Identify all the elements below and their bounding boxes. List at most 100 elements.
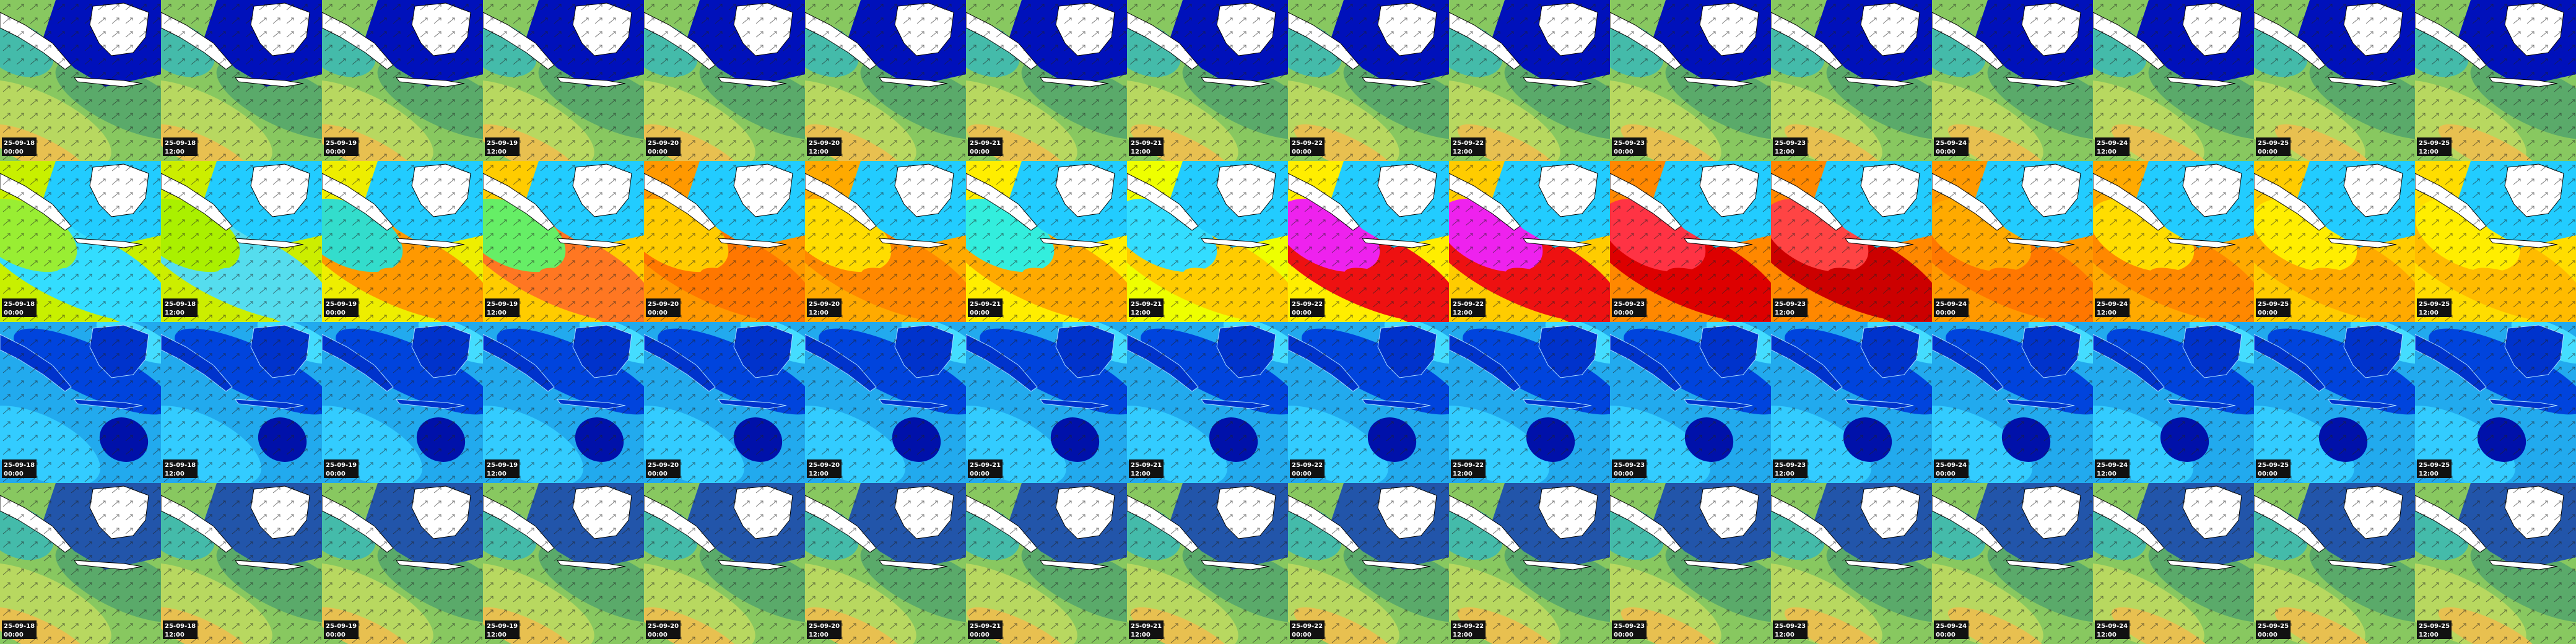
frame-time: 12:00 — [165, 149, 185, 155]
wind-arrows — [0, 0, 161, 161]
frame-time: 12:00 — [1775, 632, 1795, 638]
frame-time: 12:00 — [2419, 149, 2439, 155]
frame-date: 25-09-24 — [1936, 140, 1967, 147]
map-frame: 25-09-23 12:00 — [1771, 161, 1932, 322]
time-label-box — [807, 620, 842, 639]
map-frame: 25-09-18 00:00 — [0, 483, 161, 644]
map-frame: 25-09-23 00:00 — [1610, 0, 1771, 161]
frame-time: 00:00 — [970, 310, 990, 316]
time-label-box — [2, 137, 37, 156]
map-frame: 25-09-25 12:00 — [2415, 0, 2576, 161]
frame-date: 25-09-19 — [487, 462, 518, 469]
time-label-box — [2095, 620, 2130, 639]
wind-arrows — [966, 322, 1127, 483]
frame-date: 25-09-21 — [1131, 462, 1162, 469]
wind-arrows — [322, 161, 483, 322]
time-label-box — [1129, 620, 1164, 639]
time-label-box — [646, 137, 681, 156]
map-frame: 25-09-23 12:00 — [1771, 483, 1932, 644]
frame-date: 25-09-24 — [2097, 301, 2128, 308]
wind-arrows — [161, 322, 322, 483]
frame-date: 25-09-24 — [2097, 623, 2128, 630]
map-frame: 25-09-23 12:00 — [1771, 322, 1932, 483]
frame-date: 25-09-22 — [1292, 462, 1323, 469]
frame-time: 00:00 — [970, 471, 990, 477]
wind-arrows — [1932, 0, 2093, 161]
frame-time: 00:00 — [1936, 471, 1956, 477]
map-frame: 25-09-22 00:00 — [1288, 0, 1449, 161]
wind-arrows — [644, 0, 805, 161]
wind-arrows — [966, 483, 1127, 644]
wind-arrows — [1449, 322, 1610, 483]
map-frame: 25-09-18 00:00 — [0, 161, 161, 322]
time-label-box — [2256, 459, 2291, 478]
time-label-box — [1451, 459, 1486, 478]
frame-date: 25-09-23 — [1775, 623, 1806, 630]
frame-date: 25-09-23 — [1775, 301, 1806, 308]
frame-time: 12:00 — [809, 471, 829, 477]
frame-date: 25-09-25 — [2419, 140, 2450, 147]
time-label-box — [1612, 298, 1647, 317]
map-frame: 25-09-20 12:00 — [805, 322, 966, 483]
frame-time: 12:00 — [2097, 632, 2117, 638]
time-label-box — [485, 137, 520, 156]
wind-arrows — [2093, 483, 2254, 644]
time-label-box — [1612, 137, 1647, 156]
map-frame: 25-09-25 12:00 — [2415, 322, 2576, 483]
wind-arrows — [644, 322, 805, 483]
frame-date: 25-09-20 — [648, 462, 679, 469]
map-frame: 25-09-21 12:00 — [1127, 0, 1288, 161]
frame-date: 25-09-22 — [1453, 301, 1484, 308]
wind-arrows — [1449, 483, 1610, 644]
time-label-box — [2417, 620, 2452, 639]
frame-time: 00:00 — [326, 310, 346, 316]
frame-time: 00:00 — [1292, 310, 1312, 316]
frame-time: 00:00 — [1936, 149, 1956, 155]
frame-time: 12:00 — [809, 310, 829, 316]
frame-time: 12:00 — [1131, 310, 1151, 316]
time-label-box — [1451, 620, 1486, 639]
wind-arrows — [322, 322, 483, 483]
time-label-box — [1773, 298, 1808, 317]
frame-date: 25-09-25 — [2419, 623, 2450, 630]
frame-time: 00:00 — [326, 149, 346, 155]
frame-date: 25-09-21 — [970, 301, 1001, 308]
time-label-box — [485, 459, 520, 478]
map-frame: 25-09-21 12:00 — [1127, 322, 1288, 483]
frame-date: 25-09-25 — [2258, 623, 2289, 630]
frame-date: 25-09-21 — [970, 623, 1001, 630]
frame-date: 25-09-24 — [1936, 623, 1967, 630]
map-frame: 25-09-18 00:00 — [0, 322, 161, 483]
frame-date: 25-09-18 — [165, 623, 196, 630]
time-label-box — [2417, 298, 2452, 317]
map-frame: 25-09-22 12:00 — [1449, 0, 1610, 161]
map-frame: 25-09-24 12:00 — [2093, 0, 2254, 161]
frame-date: 25-09-23 — [1614, 462, 1645, 469]
wind-arrows — [1127, 483, 1288, 644]
time-label-box — [807, 298, 842, 317]
time-label-box — [1129, 137, 1164, 156]
time-label-box — [2095, 137, 2130, 156]
time-label-box — [807, 137, 842, 156]
frame-time: 12:00 — [1453, 632, 1473, 638]
time-label-box — [1290, 459, 1325, 478]
frame-time: 00:00 — [1292, 471, 1312, 477]
time-label-box — [1773, 137, 1808, 156]
time-label-box — [968, 137, 1003, 156]
frame-time: 12:00 — [487, 310, 507, 316]
frame-date: 25-09-22 — [1453, 140, 1484, 147]
time-label-box — [324, 137, 359, 156]
time-label-box — [163, 137, 198, 156]
frame-time: 12:00 — [2097, 149, 2117, 155]
frame-time: 00:00 — [970, 632, 990, 638]
wind-arrows — [1288, 483, 1449, 644]
time-label-box — [1934, 298, 1969, 317]
wind-arrows — [1610, 161, 1771, 322]
frame-date: 25-09-23 — [1614, 301, 1645, 308]
map-frame: 25-09-20 12:00 — [805, 0, 966, 161]
wind-arrows — [1932, 483, 2093, 644]
wind-arrows — [1288, 322, 1449, 483]
map-frame: 25-09-23 00:00 — [1610, 483, 1771, 644]
wind-arrows — [483, 322, 644, 483]
time-label-box — [2256, 137, 2291, 156]
